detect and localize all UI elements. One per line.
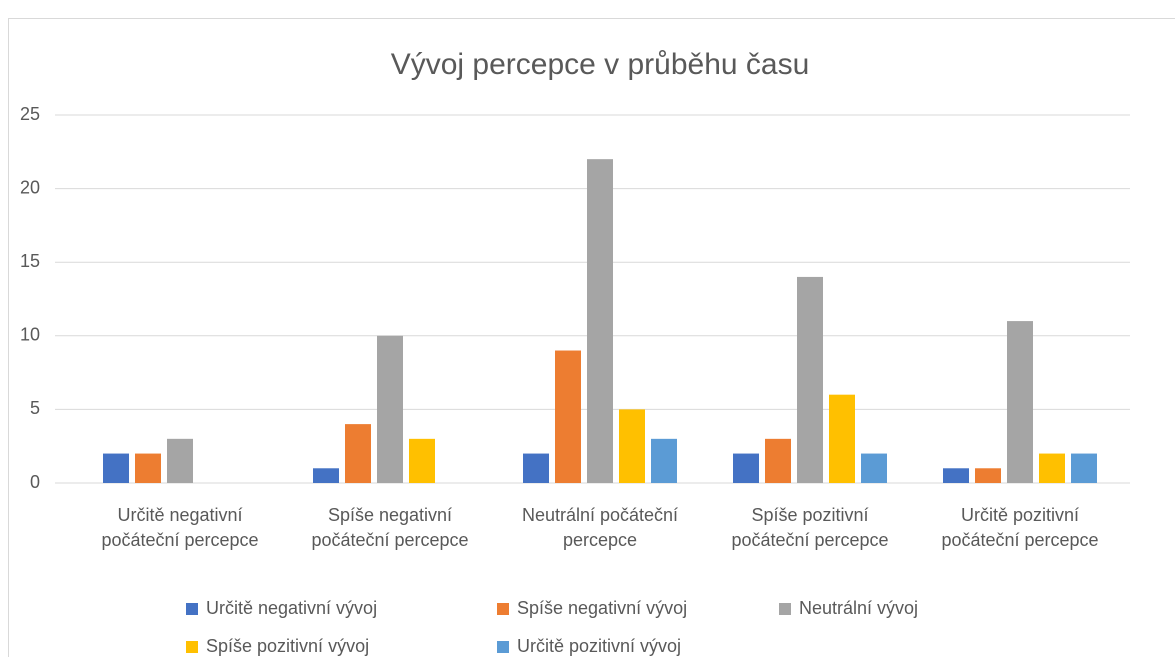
legend-label: Spíše negativní vývoj <box>517 598 687 618</box>
bar <box>1007 321 1033 483</box>
y-tick-label: 25 <box>20 104 40 124</box>
legend-swatch <box>186 641 198 653</box>
legend-label: Určitě negativní vývoj <box>206 598 377 618</box>
bar <box>167 438 193 483</box>
bar <box>651 438 677 483</box>
bar <box>733 453 759 483</box>
legend-label: Neutrální vývoj <box>799 598 918 618</box>
x-tick-label: Spíše pozitivní počáteční percepce <box>731 505 889 550</box>
bar <box>587 159 613 483</box>
y-tick-label: 5 <box>30 398 40 418</box>
chart-title: Vývoj percepce v průběhu času <box>391 48 810 81</box>
legend-swatch <box>497 603 509 615</box>
y-tick-label: 15 <box>20 251 40 271</box>
bar <box>797 276 823 483</box>
bar <box>765 438 791 483</box>
bar <box>523 453 549 483</box>
bar <box>555 350 581 483</box>
bar <box>103 453 129 483</box>
x-tick-label: Spíše negativní počáteční percepce <box>311 505 469 550</box>
chart-border <box>8 18 1175 657</box>
x-tick-label: Určitě pozitivní počáteční percepce <box>941 505 1099 550</box>
legend-swatch <box>779 603 791 615</box>
bar <box>829 394 855 483</box>
bar <box>135 453 161 483</box>
bar <box>345 424 371 483</box>
bar <box>409 438 435 483</box>
bar <box>1071 453 1097 483</box>
bar <box>619 409 645 483</box>
y-tick-label: 10 <box>20 325 40 345</box>
y-tick-label: 0 <box>30 472 40 492</box>
bar <box>377 335 403 483</box>
legend-swatch <box>186 603 198 615</box>
bar <box>943 468 969 483</box>
legend-label: Spíše pozitivní vývoj <box>206 636 369 656</box>
bar <box>1039 453 1065 483</box>
legend-swatch <box>497 641 509 653</box>
bar <box>975 468 1001 483</box>
x-tick-label: Neutrální počáteční percepce <box>521 505 679 550</box>
y-tick-label: 20 <box>20 177 40 197</box>
bar <box>861 453 887 483</box>
legend-label: Určitě pozitivní vývoj <box>517 636 681 656</box>
bar <box>313 468 339 483</box>
x-tick-label: Určitě negativní počáteční percepce <box>101 505 259 550</box>
